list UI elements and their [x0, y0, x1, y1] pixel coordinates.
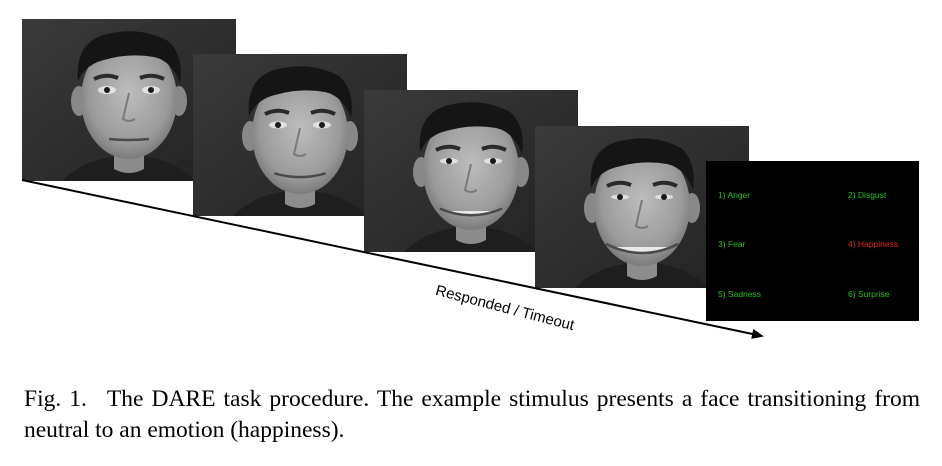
- stimulus-frame-slight-smile: [193, 54, 407, 216]
- figure-caption: Fig. 1. The DARE task procedure. The exam…: [24, 384, 920, 446]
- caption-text: The DARE task procedure. The example sti…: [24, 386, 920, 443]
- figure: Responded / Timeout 1) Anger 2) Disgust …: [21, 19, 919, 339]
- option-sadness[interactable]: 5) Sadness: [718, 289, 761, 299]
- option-happiness[interactable]: 4) Happiness: [848, 239, 899, 249]
- face-photo: [193, 54, 407, 216]
- timeline-arrow: [21, 179, 764, 339]
- option-surprise[interactable]: 6) Surprise: [848, 289, 890, 299]
- option-fear[interactable]: 3) Fear: [718, 239, 746, 249]
- option-anger[interactable]: 1) Anger: [718, 190, 751, 200]
- option-disgust[interactable]: 2) Disgust: [848, 190, 887, 200]
- caption-label: Fig. 1.: [24, 386, 87, 412]
- emotion-choice-screen: 1) Anger 2) Disgust 3) Fear 4) Happiness…: [706, 161, 919, 321]
